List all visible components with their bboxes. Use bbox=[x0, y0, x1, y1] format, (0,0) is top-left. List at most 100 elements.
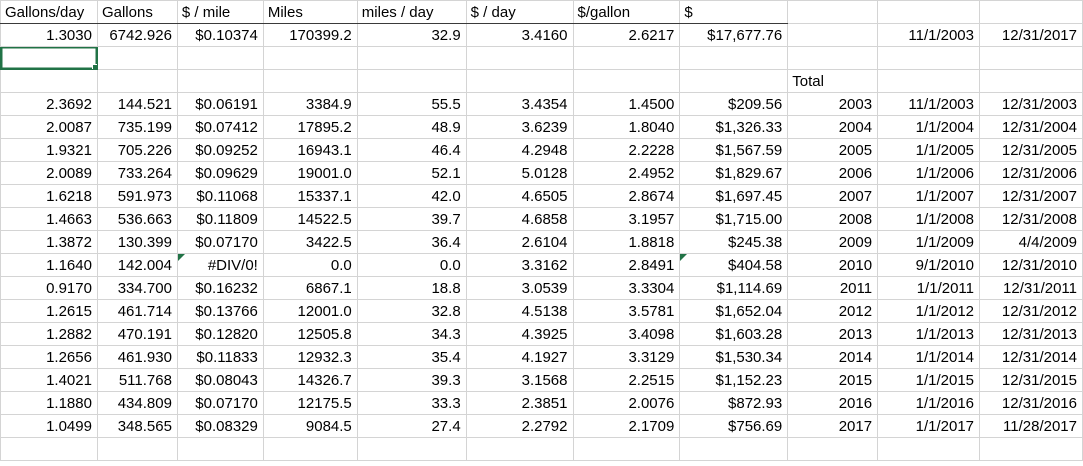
cell[interactable]: 2008 bbox=[787, 207, 879, 231]
cell[interactable]: 3.4098 bbox=[572, 322, 681, 346]
cell[interactable]: 12001.0 bbox=[262, 299, 358, 323]
cell[interactable]: 16943.1 bbox=[262, 138, 358, 162]
cell[interactable]: 12/31/2014 bbox=[979, 345, 1083, 369]
cell[interactable]: 511.768 bbox=[96, 368, 178, 392]
cell[interactable]: 3.4354 bbox=[465, 92, 574, 116]
cell[interactable] bbox=[787, 437, 879, 461]
cell[interactable]: 1/1/2017 bbox=[877, 414, 980, 438]
cell[interactable]: $209.56 bbox=[679, 92, 789, 116]
cell[interactable]: 4.5138 bbox=[465, 299, 574, 323]
cell[interactable]: $0.09629 bbox=[176, 161, 264, 185]
column-header-cell[interactable]: $ / mile bbox=[176, 0, 264, 24]
cell[interactable]: 705.226 bbox=[96, 138, 178, 162]
cell[interactable]: 2.2515 bbox=[572, 368, 681, 392]
cell[interactable]: 2003 bbox=[787, 92, 879, 116]
cell[interactable]: 4.3925 bbox=[465, 322, 574, 346]
cell[interactable]: $1,652.04 bbox=[679, 299, 789, 323]
cell[interactable]: 32.9 bbox=[356, 23, 467, 47]
cell[interactable]: 2.6217 bbox=[572, 23, 681, 47]
cell[interactable]: 434.809 bbox=[96, 391, 178, 415]
cell[interactable]: 1.6218 bbox=[0, 184, 98, 208]
cell[interactable]: $1,603.28 bbox=[679, 322, 789, 346]
cell[interactable]: 1.1880 bbox=[0, 391, 98, 415]
column-header-cell[interactable] bbox=[979, 0, 1083, 24]
cell[interactable]: 39.7 bbox=[356, 207, 467, 231]
cell[interactable] bbox=[96, 437, 178, 461]
cell[interactable] bbox=[262, 437, 358, 461]
cell[interactable]: 1.8818 bbox=[572, 230, 681, 254]
cell[interactable]: 461.930 bbox=[96, 345, 178, 369]
cell[interactable]: 3.3162 bbox=[465, 253, 574, 277]
cell[interactable]: 12/31/2007 bbox=[979, 184, 1083, 208]
cell[interactable] bbox=[877, 69, 980, 93]
column-header-cell[interactable]: Gallons bbox=[96, 0, 178, 24]
cell[interactable]: $872.93 bbox=[679, 391, 789, 415]
cell[interactable] bbox=[572, 69, 681, 93]
cell[interactable]: $0.07170 bbox=[176, 391, 264, 415]
cell[interactable] bbox=[572, 437, 681, 461]
cell[interactable]: 12/31/2012 bbox=[979, 299, 1083, 323]
column-header-cell[interactable]: Gallons/day bbox=[0, 0, 98, 24]
cell[interactable] bbox=[0, 437, 98, 461]
cell[interactable]: 12/31/2010 bbox=[979, 253, 1083, 277]
cell[interactable]: $0.08043 bbox=[176, 368, 264, 392]
cell[interactable] bbox=[787, 23, 879, 47]
cell[interactable] bbox=[679, 437, 789, 461]
cell[interactable]: 536.663 bbox=[96, 207, 178, 231]
cell[interactable]: $1,567.59 bbox=[679, 138, 789, 162]
cell[interactable]: 1.4021 bbox=[0, 368, 98, 392]
flagged-value-cell[interactable]: $404.58 bbox=[679, 253, 789, 277]
cell[interactable]: 12/31/2016 bbox=[979, 391, 1083, 415]
cell[interactable]: 15337.1 bbox=[262, 184, 358, 208]
cell[interactable]: 12175.5 bbox=[262, 391, 358, 415]
cell[interactable]: 1.2615 bbox=[0, 299, 98, 323]
cell[interactable]: 9/1/2010 bbox=[877, 253, 980, 277]
cell[interactable]: $0.11809 bbox=[176, 207, 264, 231]
cell[interactable]: 3422.5 bbox=[262, 230, 358, 254]
cell[interactable]: 348.565 bbox=[96, 414, 178, 438]
cell[interactable] bbox=[262, 46, 358, 70]
cell[interactable]: 2012 bbox=[787, 299, 879, 323]
cell[interactable]: 3.3129 bbox=[572, 345, 681, 369]
cell[interactable]: 1/1/2008 bbox=[877, 207, 980, 231]
cell[interactable]: 334.700 bbox=[96, 276, 178, 300]
column-header-cell[interactable]: $ bbox=[679, 0, 789, 24]
cell[interactable]: $0.16232 bbox=[176, 276, 264, 300]
cell[interactable] bbox=[356, 437, 467, 461]
cell[interactable]: 2.6104 bbox=[465, 230, 574, 254]
cell[interactable]: 2013 bbox=[787, 322, 879, 346]
cell[interactable]: 12/31/2003 bbox=[979, 92, 1083, 116]
cell[interactable]: 735.199 bbox=[96, 115, 178, 139]
cell[interactable] bbox=[979, 437, 1083, 461]
cell[interactable]: $1,530.34 bbox=[679, 345, 789, 369]
cell[interactable]: 3.1568 bbox=[465, 368, 574, 392]
cell[interactable]: 470.191 bbox=[96, 322, 178, 346]
cell[interactable]: 11/28/2017 bbox=[979, 414, 1083, 438]
cell[interactable]: 2011 bbox=[787, 276, 879, 300]
cell[interactable]: 2.3851 bbox=[465, 391, 574, 415]
cell[interactable]: 1.8040 bbox=[572, 115, 681, 139]
cell[interactable] bbox=[96, 46, 178, 70]
cell[interactable]: 3.5781 bbox=[572, 299, 681, 323]
cell[interactable]: 1.4663 bbox=[0, 207, 98, 231]
cell[interactable]: 2007 bbox=[787, 184, 879, 208]
cell[interactable]: 6867.1 bbox=[262, 276, 358, 300]
cell[interactable]: 1.2656 bbox=[0, 345, 98, 369]
cell[interactable]: 4.6505 bbox=[465, 184, 574, 208]
cell[interactable] bbox=[176, 437, 264, 461]
cell[interactable]: 1/1/2012 bbox=[877, 299, 980, 323]
cell[interactable]: 1/1/2016 bbox=[877, 391, 980, 415]
cell[interactable]: 12505.8 bbox=[262, 322, 358, 346]
cell[interactable]: $245.38 bbox=[679, 230, 789, 254]
column-header-cell[interactable] bbox=[877, 0, 980, 24]
cell[interactable] bbox=[176, 69, 264, 93]
cell[interactable]: 46.4 bbox=[356, 138, 467, 162]
cell[interactable]: 48.9 bbox=[356, 115, 467, 139]
cell[interactable] bbox=[176, 46, 264, 70]
cell[interactable]: 2.2228 bbox=[572, 138, 681, 162]
column-header-cell[interactable]: miles / day bbox=[356, 0, 467, 24]
cell[interactable]: 3.6239 bbox=[465, 115, 574, 139]
cell[interactable]: 3384.9 bbox=[262, 92, 358, 116]
cell[interactable]: 170399.2 bbox=[262, 23, 358, 47]
cell[interactable] bbox=[465, 437, 574, 461]
